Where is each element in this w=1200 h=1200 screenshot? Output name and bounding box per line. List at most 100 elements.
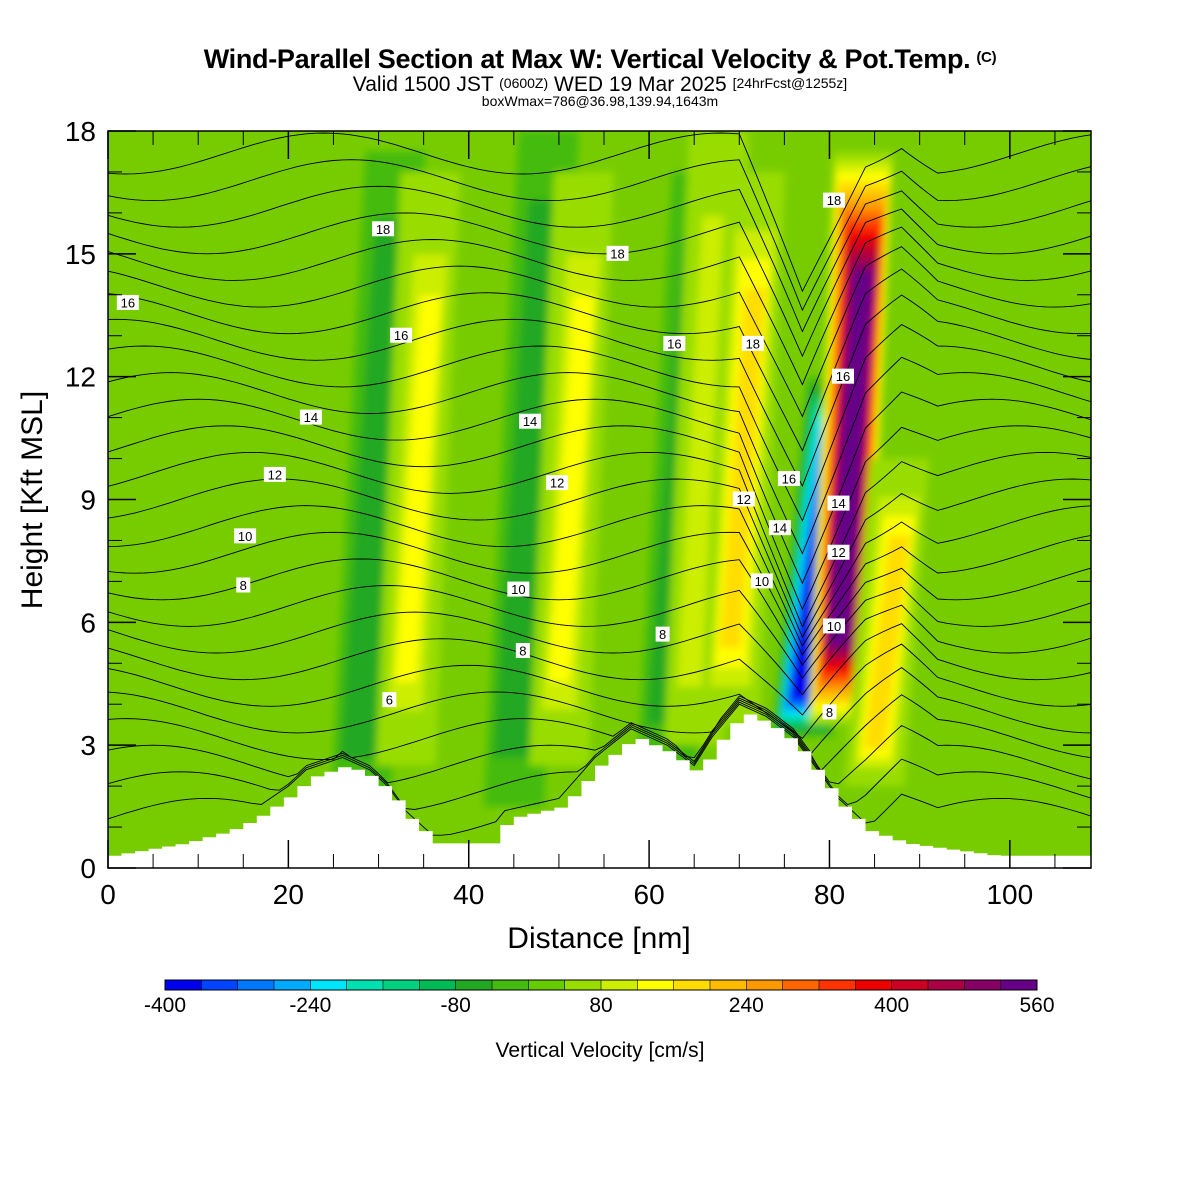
- x-tick-label: 60: [634, 879, 665, 910]
- contour-label-text: 18: [610, 246, 624, 261]
- contour-label-text: 12: [268, 467, 282, 482]
- colorbar-swatch: [1000, 980, 1038, 990]
- velocity-plume-1: [375, 171, 461, 766]
- contour-label-text: 12: [831, 545, 845, 560]
- contour-label-text: 10: [238, 529, 252, 544]
- theta-contour: [108, 604, 1091, 696]
- chart-subtitle: Valid 1500 JST (0600Z) WED 19 Mar 2025 […: [0, 73, 1200, 97]
- contour-label-text: 14: [773, 521, 787, 536]
- contour-label-text: 12: [737, 492, 751, 507]
- colorbar-tick-label: -80: [440, 994, 470, 1017]
- theta-contour: [108, 585, 1091, 679]
- theta-contour: [108, 703, 1091, 836]
- x-tick-label: 40: [453, 879, 484, 910]
- colorbar: -400 -240 -80 80 240 400 560: [144, 979, 1055, 1017]
- colorbar-swatch: [673, 980, 711, 990]
- theta-contour: [108, 701, 1091, 810]
- plume-level: [864, 535, 911, 749]
- subtitle-valid-time: Valid 1500 JST: [352, 73, 494, 96]
- contour-labels: 16 18 16 14 12 10 8 6 18 16 14 12 10 8 8 18 16 14 12 10 18 16…: [116, 192, 854, 720]
- contour-label-text: 18: [827, 193, 841, 208]
- colorbar-tick-label: -240: [289, 994, 331, 1017]
- contour-label-text: 16: [782, 472, 796, 487]
- contour-label: 12: [263, 466, 286, 482]
- colorbar-swatch: [274, 980, 311, 990]
- theta-contour: [108, 132, 1091, 293]
- contour-label: 16: [777, 471, 800, 487]
- colorbar-swatch: [601, 980, 638, 990]
- colorbar-swatch: [964, 980, 1002, 990]
- colorbar-swatch: [419, 980, 457, 990]
- contour-label: 18: [822, 192, 845, 208]
- colorbar-swatch: [455, 980, 493, 990]
- contour-label: 14: [827, 495, 850, 511]
- colorbar-tick-label: 240: [729, 994, 764, 1017]
- contour-label-text: 8: [519, 643, 526, 658]
- theta-contour: [108, 694, 1091, 772]
- theta-contour: [108, 623, 1091, 716]
- colorbar-tick-label: -400: [144, 994, 186, 1017]
- contour-label: 16: [390, 327, 413, 343]
- contour-label-text: 16: [836, 369, 850, 384]
- potential-temperature-contours: [108, 132, 1091, 836]
- contour-label: 12: [546, 475, 569, 491]
- colorbar-swatch: [165, 980, 202, 990]
- vertical-velocity-field: [108, 131, 1091, 868]
- colorbar-swatch: [746, 980, 784, 990]
- contour-label-text: 10: [827, 619, 841, 634]
- x-tick-label: 20: [273, 879, 304, 910]
- contour-label-text: 8: [659, 627, 666, 642]
- terrain-fill: [108, 714, 1091, 868]
- contour-label-text: 18: [376, 222, 390, 237]
- theta-contour: [108, 451, 1091, 628]
- theta-contour: [108, 208, 1091, 358]
- theta-contour: [108, 356, 1091, 555]
- theta-contour: [108, 699, 1091, 785]
- colorbar-swatch: [819, 980, 856, 990]
- colorbar-swatch: [528, 980, 566, 990]
- colorbar-swatch: [637, 980, 675, 990]
- plume-level: [548, 295, 595, 682]
- y-tick-label: 15: [65, 239, 96, 270]
- y-tick-label: 12: [65, 362, 96, 393]
- plume-level: [719, 288, 766, 648]
- copyright-mark: (C): [976, 49, 997, 66]
- y-axis-title: Height [Kft MSL]: [16, 391, 49, 609]
- contour-label: 16: [116, 294, 139, 310]
- contour-label-text: 16: [667, 336, 681, 351]
- contour-label-text: 16: [121, 295, 135, 310]
- chart-subtitle-box-wmax: boxWmax=786@36.98,139.94,1643m: [481, 93, 719, 109]
- contour-label: 12: [827, 544, 850, 560]
- theta-contour: [108, 531, 1091, 656]
- theta-contour: [108, 246, 1091, 418]
- contour-label-text: 8: [826, 705, 833, 720]
- colorbar-swatch: [891, 980, 929, 990]
- y-tick-label: 18: [65, 116, 96, 147]
- theta-contour: [108, 558, 1091, 666]
- contour-label: 10: [234, 528, 257, 544]
- contour-label: 8: [515, 642, 530, 658]
- contour-label: 16: [663, 335, 686, 351]
- contour-label-text: 18: [746, 336, 760, 351]
- x-axis-title: Distance [nm]: [507, 922, 690, 955]
- contour-label: 14: [768, 520, 791, 536]
- colorbar-swatch: [383, 980, 420, 990]
- chart-title: Wind-Parallel Section at Max W: Vertical…: [0, 44, 1200, 75]
- theta-contour: [108, 159, 1091, 312]
- colorbar-tick-label: 80: [589, 994, 612, 1017]
- theta-contour: [108, 268, 1091, 452]
- contour-label: 14: [519, 413, 542, 429]
- x-tick-label: 0: [100, 879, 116, 910]
- contour-label: 16: [831, 368, 854, 384]
- colorbar-swatch: [346, 980, 384, 990]
- contour-label-text: 10: [511, 582, 525, 597]
- contour-label: 10: [822, 618, 845, 634]
- subtitle-forecast: [24hrFcst@1255z]: [732, 75, 848, 91]
- chart-title-text: Wind-Parallel Section at Max W: Vertical…: [203, 44, 971, 74]
- x-tick-label: 100: [986, 879, 1033, 910]
- colorbar-swatch: [710, 980, 747, 990]
- theta-contour: [108, 324, 1091, 522]
- theta-contour: [108, 294, 1091, 488]
- y-tick-label: 3: [80, 730, 96, 761]
